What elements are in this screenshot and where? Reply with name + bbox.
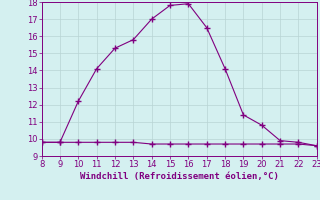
X-axis label: Windchill (Refroidissement éolien,°C): Windchill (Refroidissement éolien,°C) [80, 172, 279, 181]
